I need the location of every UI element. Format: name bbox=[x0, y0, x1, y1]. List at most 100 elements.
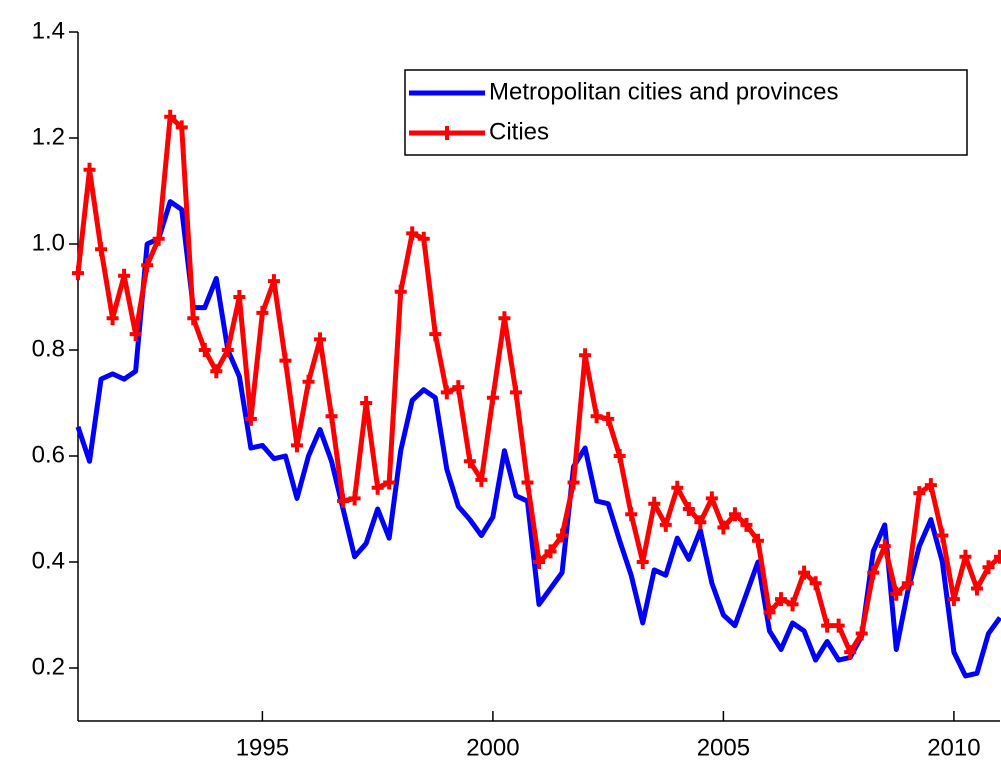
point-marker bbox=[417, 231, 430, 246]
point-marker bbox=[602, 411, 615, 426]
x-tick-label: 2010 bbox=[927, 734, 980, 761]
point-marker bbox=[533, 555, 545, 569]
point-marker bbox=[279, 353, 292, 368]
point-marker bbox=[267, 274, 280, 289]
point-marker bbox=[371, 480, 384, 495]
legend-box bbox=[404, 69, 968, 156]
point-marker bbox=[509, 385, 522, 400]
point-marker bbox=[970, 581, 983, 596]
point-marker bbox=[521, 475, 534, 490]
point-marker bbox=[141, 258, 154, 273]
point-marker bbox=[867, 565, 880, 580]
point-marker bbox=[72, 266, 84, 281]
point-marker bbox=[705, 491, 718, 506]
point-marker bbox=[694, 515, 707, 530]
point-marker bbox=[959, 549, 972, 564]
point-marker bbox=[233, 290, 246, 304]
point-marker bbox=[924, 478, 937, 493]
point-marker bbox=[671, 480, 684, 495]
point-marker bbox=[855, 626, 868, 641]
point-marker bbox=[325, 409, 338, 424]
y-tick-label: 1.2 bbox=[32, 123, 65, 150]
point-marker bbox=[625, 507, 638, 522]
point-marker bbox=[648, 496, 661, 511]
series-line bbox=[75, 199, 1001, 679]
point-marker bbox=[613, 449, 626, 463]
y-tick-label: 1.4 bbox=[32, 17, 65, 44]
point-marker bbox=[556, 528, 569, 543]
point-marker bbox=[95, 242, 108, 257]
point-marker bbox=[567, 475, 580, 490]
point-marker bbox=[429, 327, 442, 342]
point-marker bbox=[106, 311, 119, 326]
point-marker bbox=[763, 605, 776, 620]
y-tick-label: 0.2 bbox=[32, 653, 65, 680]
point-marker bbox=[175, 120, 188, 135]
point-marker bbox=[314, 332, 327, 347]
x-tick-label: 1995 bbox=[236, 734, 289, 761]
point-marker bbox=[590, 409, 603, 424]
point-marker bbox=[360, 396, 373, 410]
point-marker bbox=[786, 597, 799, 612]
point-marker bbox=[348, 491, 361, 506]
point-marker bbox=[890, 586, 903, 601]
x-tick-label: 2000 bbox=[466, 734, 519, 761]
legend-label: Cities bbox=[489, 118, 549, 145]
point-marker bbox=[913, 486, 926, 501]
point-marker bbox=[394, 284, 407, 299]
point-marker bbox=[198, 343, 211, 357]
point-marker bbox=[129, 327, 142, 342]
y-tick-label: 1.0 bbox=[32, 229, 65, 256]
point-marker bbox=[901, 576, 914, 591]
series-line bbox=[75, 114, 1001, 655]
y-tick-label: 0.6 bbox=[32, 441, 65, 468]
point-marker bbox=[579, 348, 592, 363]
point-marker bbox=[486, 390, 499, 405]
point-marker bbox=[406, 226, 419, 241]
point-marker bbox=[187, 311, 200, 326]
point-marker bbox=[290, 438, 303, 453]
legend-label: Metropolitan cities and provinces bbox=[489, 78, 839, 105]
point-marker bbox=[728, 507, 741, 522]
point-marker bbox=[682, 502, 695, 516]
point-marker bbox=[164, 109, 177, 124]
point-marker bbox=[878, 539, 891, 554]
y-tick-label: 0.4 bbox=[32, 547, 65, 574]
point-marker bbox=[809, 576, 822, 591]
point-marker bbox=[994, 549, 1001, 564]
point-marker bbox=[463, 454, 476, 469]
point-marker bbox=[982, 560, 995, 575]
point-marker bbox=[544, 544, 557, 559]
point-marker bbox=[636, 555, 649, 569]
point-marker bbox=[383, 475, 396, 490]
point-marker bbox=[337, 494, 350, 509]
point-marker bbox=[798, 565, 811, 580]
y-tick-label: 0.8 bbox=[32, 335, 65, 362]
point-marker bbox=[844, 645, 857, 660]
point-marker bbox=[775, 592, 788, 607]
point-marker bbox=[152, 231, 165, 246]
point-marker bbox=[210, 364, 223, 379]
point-marker bbox=[947, 592, 960, 607]
point-marker bbox=[244, 411, 257, 426]
point-marker bbox=[221, 343, 234, 357]
point-marker bbox=[118, 268, 131, 283]
x-tick-label: 2005 bbox=[697, 734, 750, 761]
point-marker bbox=[717, 520, 730, 535]
point-marker bbox=[498, 311, 511, 326]
point-marker bbox=[832, 618, 845, 633]
point-marker bbox=[751, 533, 764, 548]
point-marker bbox=[83, 162, 96, 177]
legend: Metropolitan cities and provinces Cities bbox=[404, 69, 968, 156]
point-marker bbox=[740, 517, 753, 532]
point-marker bbox=[302, 374, 315, 389]
point-marker bbox=[256, 305, 269, 320]
point-marker bbox=[821, 618, 834, 633]
point-marker bbox=[936, 528, 949, 543]
point-marker bbox=[452, 380, 465, 395]
point-marker bbox=[659, 517, 672, 532]
point-marker bbox=[440, 385, 453, 400]
point-marker bbox=[475, 472, 488, 487]
